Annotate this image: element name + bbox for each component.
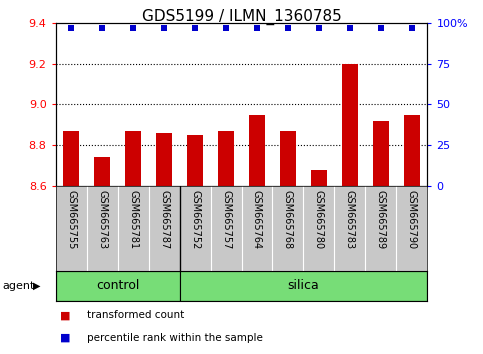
Point [377, 25, 385, 31]
Text: GSM665764: GSM665764 [252, 190, 262, 249]
Bar [94, 157, 110, 186]
Text: GSM665790: GSM665790 [407, 190, 417, 249]
Bar [249, 115, 265, 186]
Text: GSM665789: GSM665789 [376, 190, 386, 249]
Bar [156, 133, 172, 186]
Text: GSM665757: GSM665757 [221, 190, 231, 250]
Bar [56, 271, 180, 301]
Point [160, 25, 168, 31]
Text: ■: ■ [60, 333, 71, 343]
Bar [373, 121, 389, 186]
Text: GSM665780: GSM665780 [314, 190, 324, 249]
Text: GSM665787: GSM665787 [159, 190, 169, 249]
Text: GSM665768: GSM665768 [283, 190, 293, 249]
Bar [180, 271, 427, 301]
Text: ■: ■ [60, 310, 71, 320]
Text: GSM665781: GSM665781 [128, 190, 138, 249]
Point [408, 25, 416, 31]
Point [315, 25, 323, 31]
Text: control: control [96, 279, 139, 292]
Point [284, 25, 292, 31]
Bar [311, 170, 327, 186]
Text: GSM665755: GSM665755 [66, 190, 76, 250]
Text: GSM665752: GSM665752 [190, 190, 200, 250]
Bar [404, 115, 420, 186]
Text: ▶: ▶ [33, 281, 41, 291]
Point [191, 25, 199, 31]
Bar [63, 131, 79, 186]
Text: transformed count: transformed count [87, 310, 184, 320]
Text: agent: agent [2, 281, 35, 291]
Bar [218, 131, 234, 186]
Point [222, 25, 230, 31]
Point [67, 25, 75, 31]
Point [98, 25, 106, 31]
Bar [125, 131, 141, 186]
Bar [280, 131, 296, 186]
Text: GDS5199 / ILMN_1360785: GDS5199 / ILMN_1360785 [142, 9, 341, 25]
Point [129, 25, 137, 31]
Text: GSM665783: GSM665783 [345, 190, 355, 249]
Text: percentile rank within the sample: percentile rank within the sample [87, 333, 263, 343]
Bar [187, 135, 203, 186]
Bar [342, 64, 358, 186]
Point [253, 25, 261, 31]
Text: GSM665763: GSM665763 [97, 190, 107, 249]
Text: silica: silica [287, 279, 319, 292]
Point [346, 25, 354, 31]
